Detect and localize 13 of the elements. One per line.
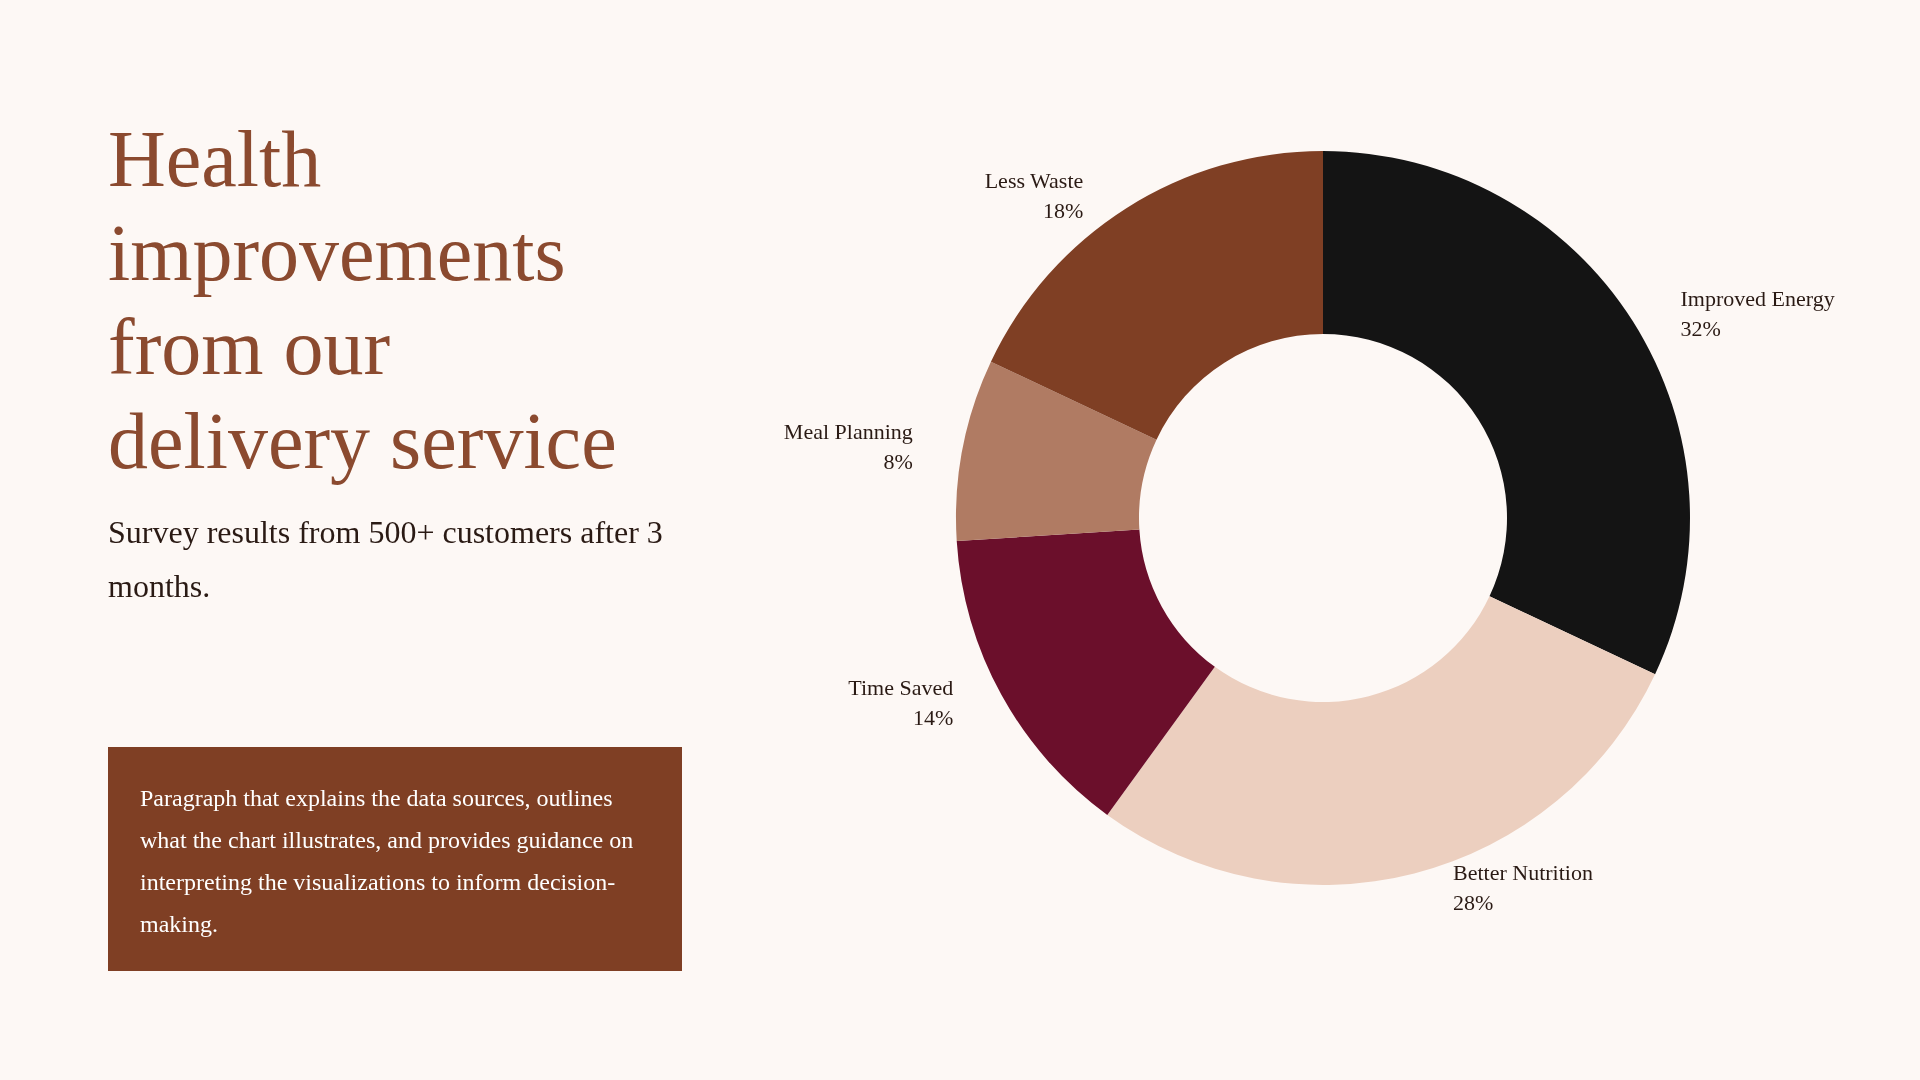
text: Survey results from 500+ customers after 3 months.: [108, 513, 664, 606]
slice-label: Meal Planning: [783, 418, 913, 444]
data-label: 18%: [1042, 197, 1084, 223]
data-label: 32%: [1680, 315, 1721, 341]
slice-label: Time Saved: [848, 674, 954, 700]
slice-label: Less Waste: [984, 167, 1084, 193]
data-label: 28%: [1453, 890, 1494, 916]
slice-label: Improved Energy: [1680, 285, 1835, 311]
text: Health improvements from our delivery service: [108, 114, 618, 487]
data-label: 14%: [912, 704, 954, 730]
data-label: 8%: [883, 448, 913, 474]
text: Paragraph that explains the data sources, outlines what the chart illustrates, and provides guidance on interpreting the visualizations to inform decision-making.: [108, 747, 682, 971]
slice-label: Better Nutrition: [1453, 860, 1593, 886]
